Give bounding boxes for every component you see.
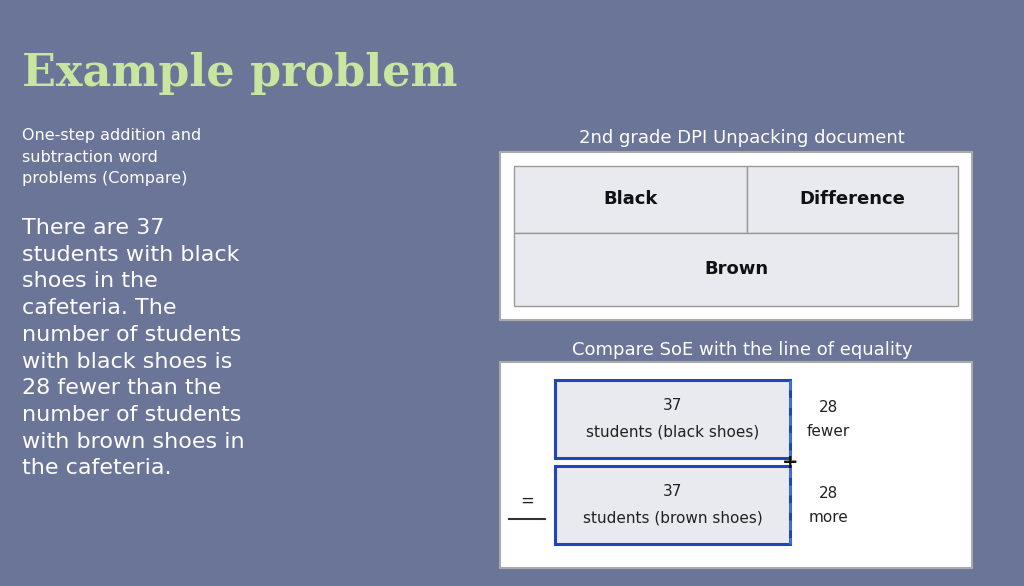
Bar xyxy=(514,233,958,306)
Bar xyxy=(500,362,972,568)
Text: =: = xyxy=(520,492,534,510)
Text: One-step addition and
subtraction word
problems (Compare): One-step addition and subtraction word p… xyxy=(22,128,202,186)
Text: +: + xyxy=(781,452,799,472)
Text: 28: 28 xyxy=(818,400,838,414)
Bar xyxy=(500,152,972,320)
Bar xyxy=(514,166,748,233)
Text: Example problem: Example problem xyxy=(22,52,458,95)
Text: Compare SoE with the line of equality: Compare SoE with the line of equality xyxy=(571,341,912,359)
Text: 37: 37 xyxy=(663,485,682,499)
Text: There are 37
students with black
shoes in the
cafeteria. The
number of students
: There are 37 students with black shoes i… xyxy=(22,218,245,479)
Text: 28: 28 xyxy=(818,485,838,500)
Text: fewer: fewer xyxy=(806,424,850,438)
Text: students (black shoes): students (black shoes) xyxy=(586,424,759,440)
Bar xyxy=(748,166,958,233)
Text: 37: 37 xyxy=(663,398,682,414)
Bar xyxy=(555,466,790,544)
Text: Brown: Brown xyxy=(703,260,768,278)
Bar xyxy=(555,380,790,458)
Text: Black: Black xyxy=(603,190,657,208)
Text: students (brown shoes): students (brown shoes) xyxy=(583,510,763,526)
Text: Difference: Difference xyxy=(800,190,905,208)
Text: more: more xyxy=(808,509,848,524)
Text: 2nd grade DPI Unpacking document: 2nd grade DPI Unpacking document xyxy=(580,129,905,147)
